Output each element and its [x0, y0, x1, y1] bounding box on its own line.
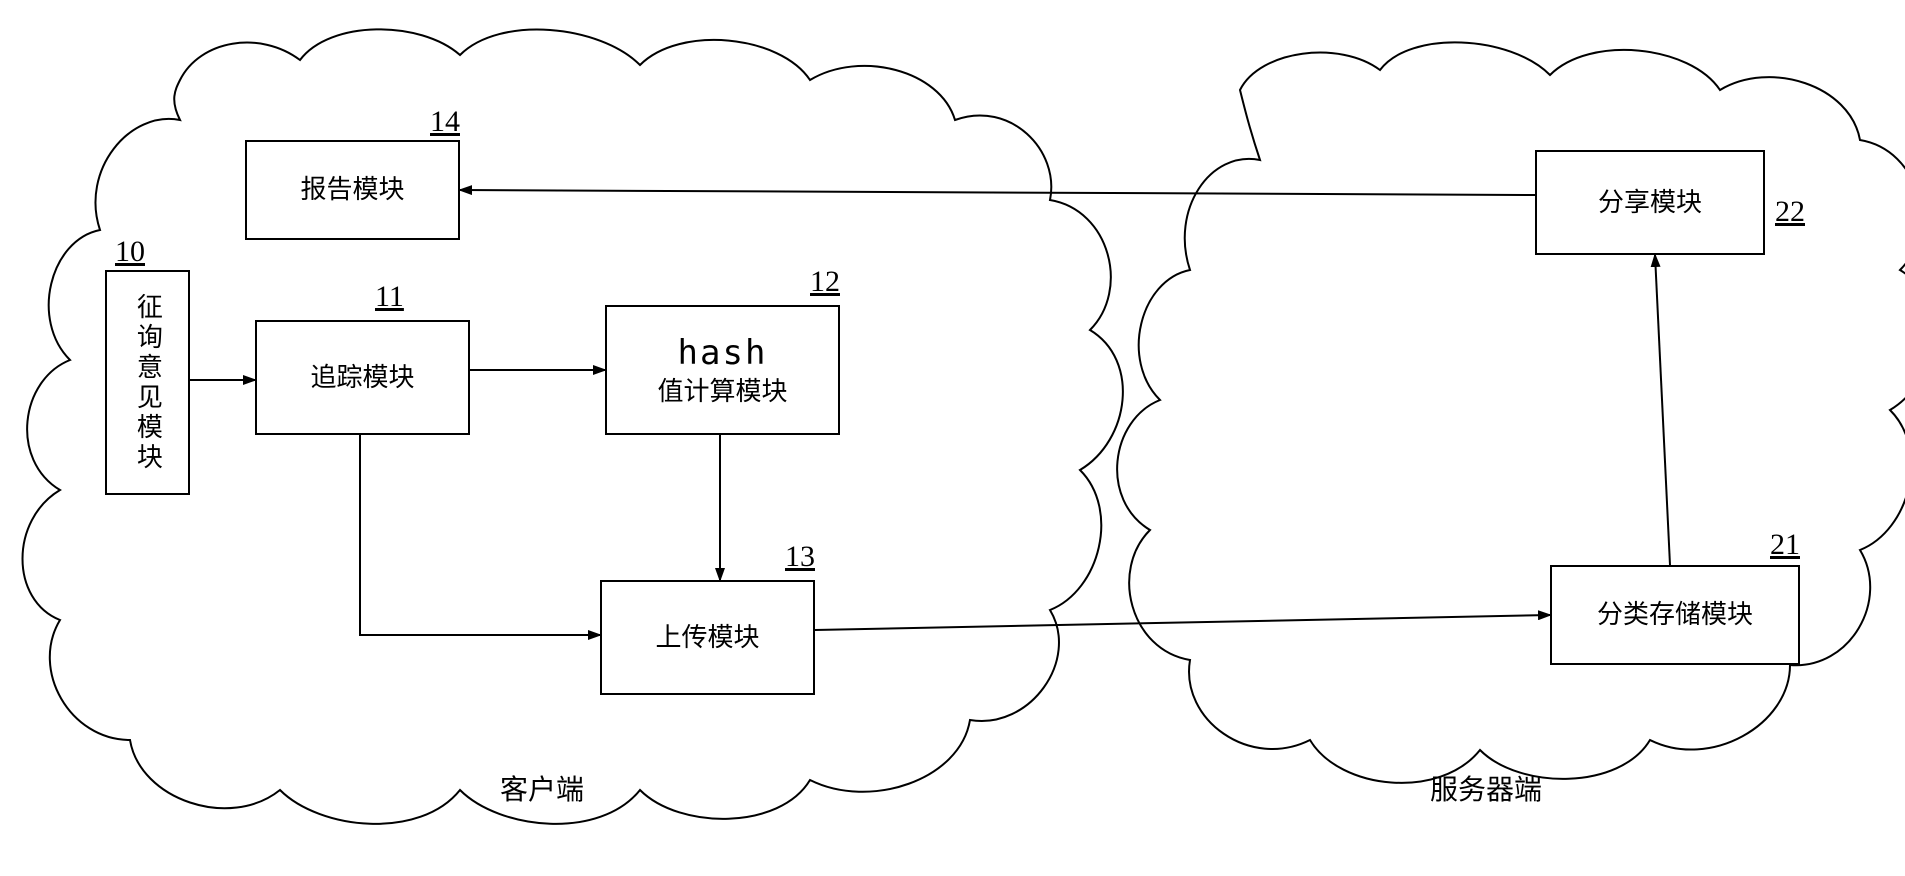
edge-share-report	[460, 190, 1535, 195]
node-num-upload: 13	[785, 540, 815, 574]
node-num-share: 22	[1775, 195, 1805, 229]
node-num-track: 11	[375, 280, 404, 314]
diagram-svg	[0, 0, 1905, 876]
node-hash-line1: hash	[657, 331, 787, 375]
edge-upload-store	[815, 615, 1550, 630]
node-track: 追踪模块	[255, 320, 470, 435]
node-num-store: 21	[1770, 528, 1800, 562]
node-share: 分享模块	[1535, 150, 1765, 255]
edge-track-upload	[360, 435, 600, 635]
node-store: 分类存储模块	[1550, 565, 1800, 665]
edge-store-share	[1655, 255, 1670, 565]
node-hash: hash值计算模块	[605, 305, 840, 435]
node-upload: 上传模块	[600, 580, 815, 695]
node-num-hash: 12	[810, 265, 840, 299]
cloud-label-server: 服务器端	[1430, 768, 1542, 808]
node-consult: 征询意见模块	[105, 270, 190, 495]
node-report: 报告模块	[245, 140, 460, 240]
cloud-server	[1117, 42, 1905, 782]
node-num-consult: 10	[115, 235, 145, 269]
node-num-report: 14	[430, 105, 460, 139]
node-hash-line2: 值计算模块	[657, 375, 787, 409]
cloud-label-client: 客户端	[500, 768, 584, 808]
